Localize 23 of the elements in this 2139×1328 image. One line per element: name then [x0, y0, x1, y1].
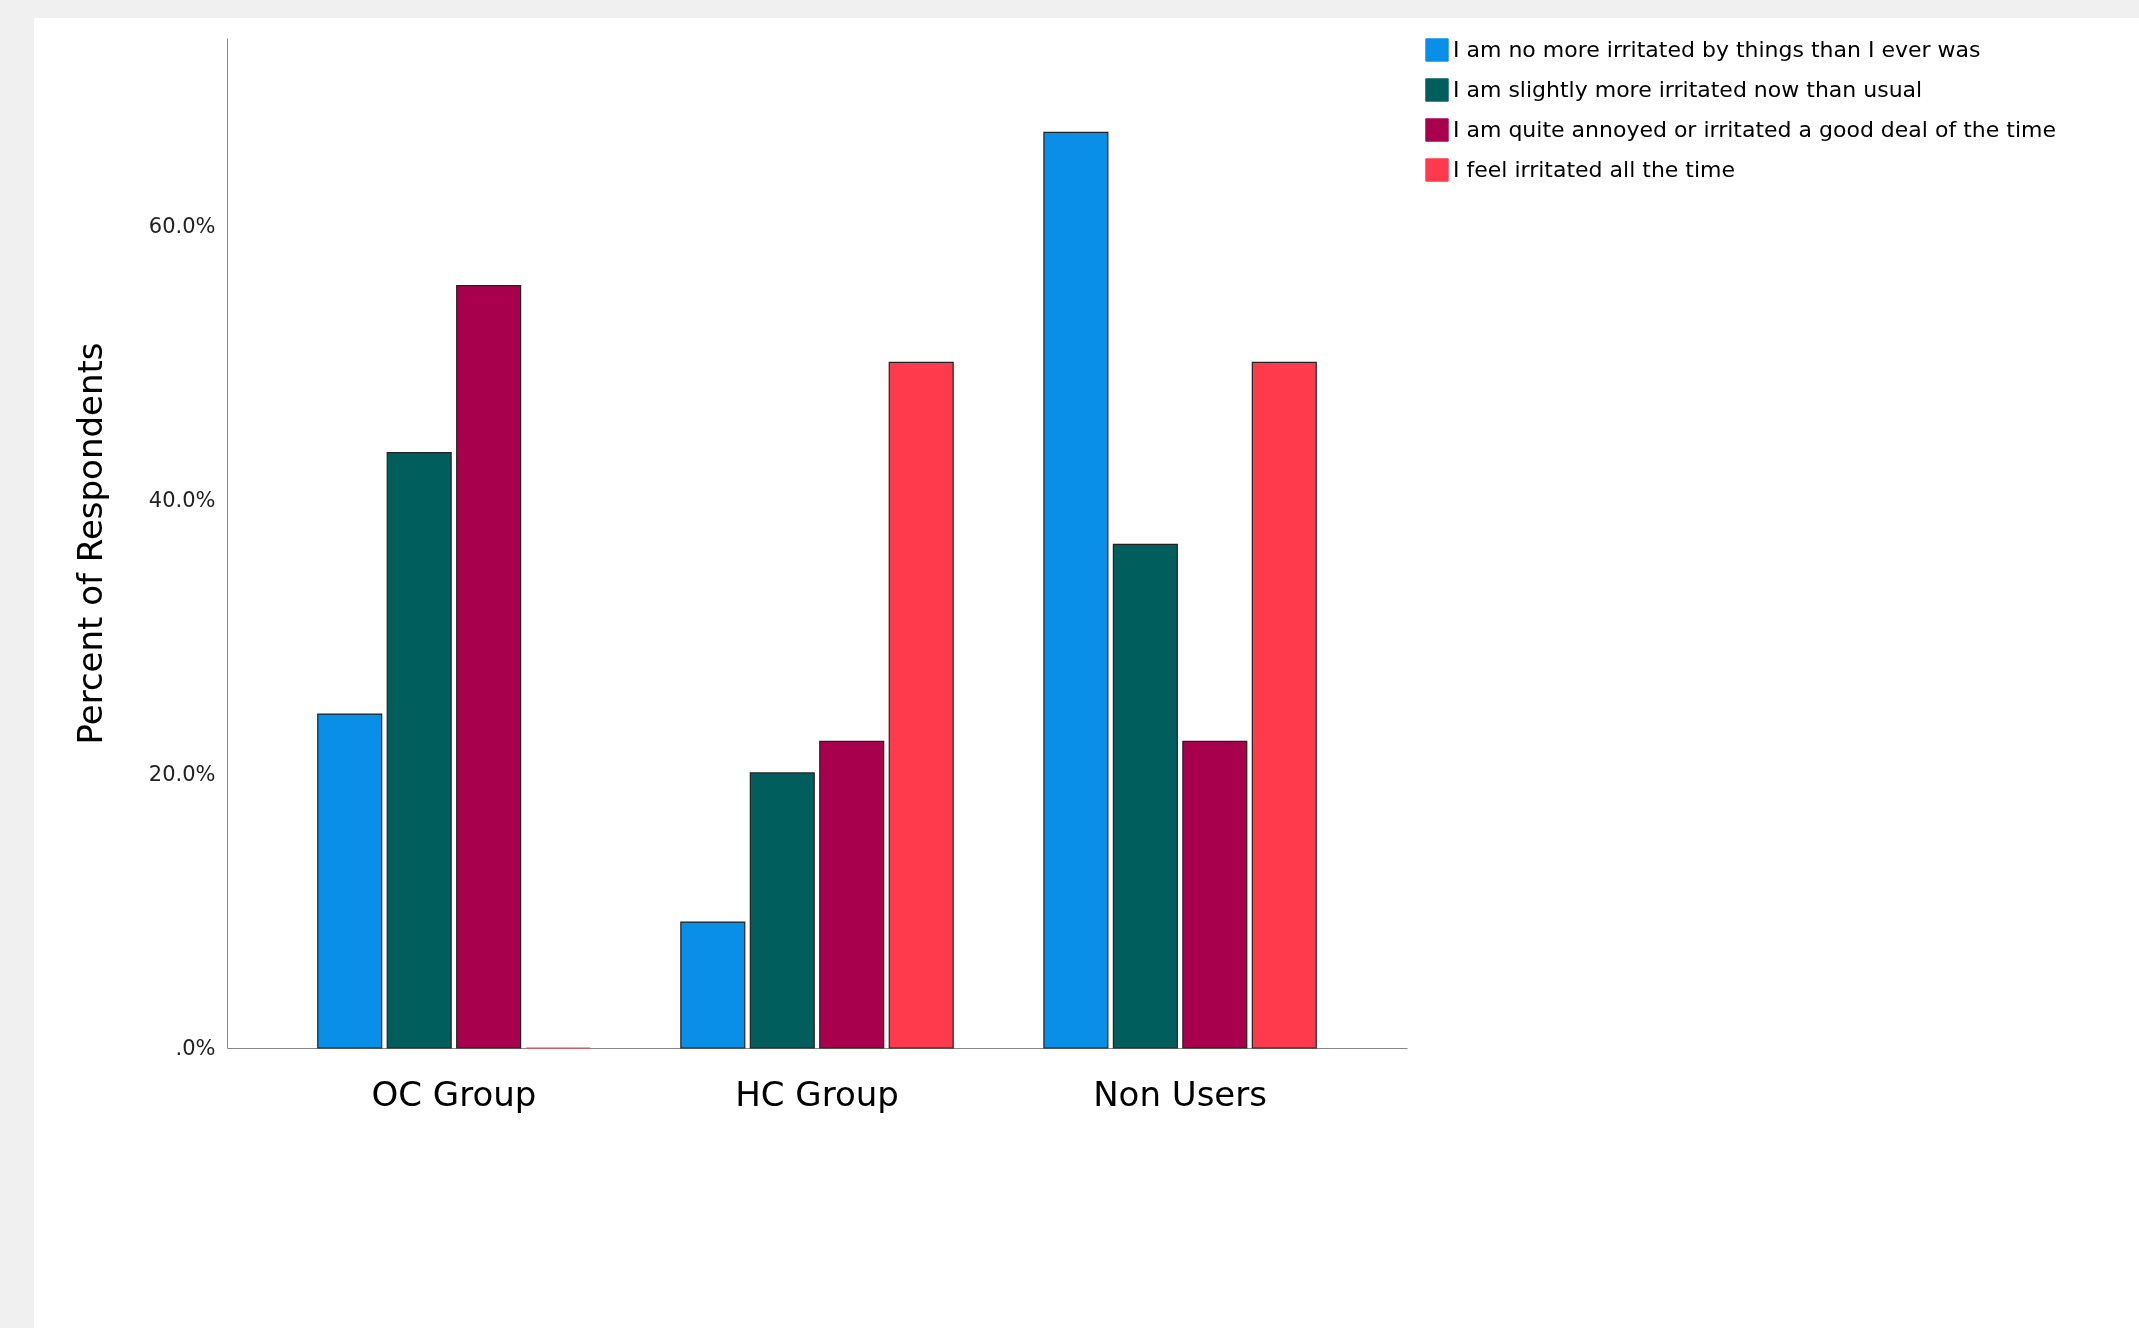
legend-label: I feel irritated all the time: [1453, 157, 1736, 182]
bar: [456, 285, 522, 1049]
legend-label: I am no more irritated by things than I ever was: [1453, 37, 1981, 62]
legend-label: I am slightly more irritated now than usual: [1453, 77, 1923, 102]
y-axis-title: Percent of Respondents: [69, 342, 110, 745]
x-tick-label: HC Group: [735, 1073, 899, 1114]
bar: [386, 452, 452, 1049]
bar: [888, 361, 954, 1049]
x-tick-label: OC Group: [371, 1073, 537, 1114]
bar: [749, 772, 815, 1049]
legend-label: I am quite annoyed or irritated a good deal of the time: [1453, 117, 2056, 142]
bar: [819, 740, 885, 1049]
bar: [680, 921, 746, 1049]
y-tick-label: .0%: [175, 1035, 216, 1060]
bar: [1043, 131, 1109, 1049]
x-tick-label: Non Users: [1093, 1073, 1267, 1114]
y-tick-label: 20.0%: [148, 761, 216, 786]
bar: [1112, 543, 1178, 1049]
bar: [317, 713, 383, 1049]
bar: [1251, 361, 1317, 1049]
bar: [1182, 740, 1248, 1049]
y-tick-label: 60.0%: [148, 214, 216, 239]
y-tick-label: 40.0%: [148, 488, 216, 513]
